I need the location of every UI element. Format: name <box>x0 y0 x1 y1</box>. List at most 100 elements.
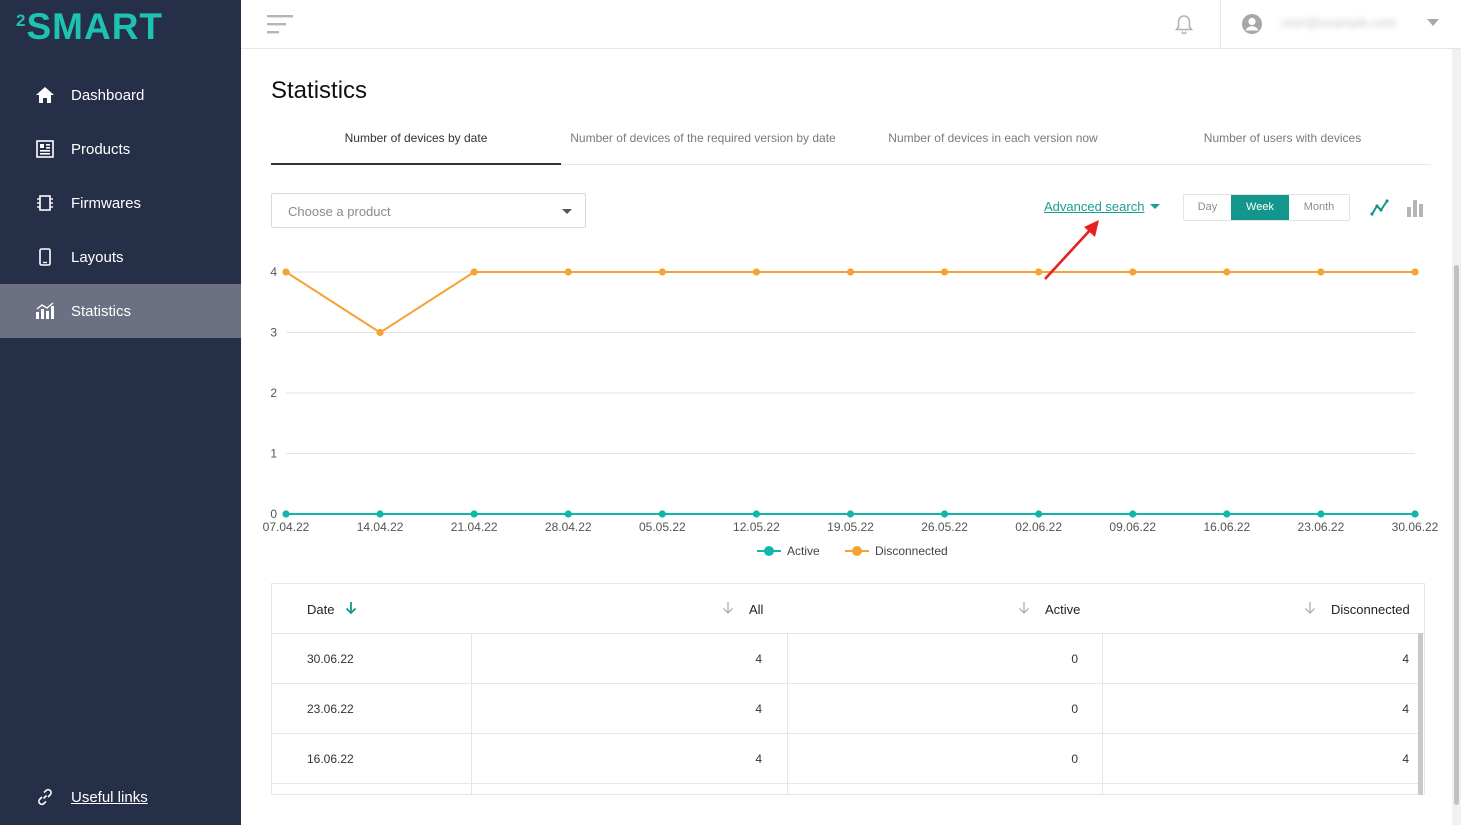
cell-date: 16.06.22 <box>307 752 354 766</box>
cell-all: 4 <box>755 652 762 666</box>
advanced-search-toggle[interactable]: Advanced search <box>1044 199 1161 214</box>
data-point-disconnected <box>658 268 666 276</box>
caret-down-icon <box>1150 204 1161 209</box>
logo-text: SMART <box>26 6 164 47</box>
product-select-placeholder: Choose a product <box>288 204 391 219</box>
x-tick-label: 12.05.22 <box>733 520 780 534</box>
sidebar-item-label: Dashboard <box>71 86 145 104</box>
period-switch: Day Week Month <box>1183 194 1350 221</box>
x-tick-label: 16.06.22 <box>1203 520 1250 534</box>
table-row[interactable]: 23.06.22 4 0 4 <box>272 684 1422 734</box>
data-point-disconnected <box>1223 268 1231 276</box>
bar-chart-icon[interactable] <box>1405 197 1425 224</box>
user-email[interactable]: user@example.com <box>1281 15 1397 30</box>
cell-disconnected: 4 <box>1402 752 1409 766</box>
x-tick-label: 21.04.22 <box>451 520 498 534</box>
cell-date: 30.06.22 <box>307 652 354 666</box>
sidebar-item-layouts[interactable]: Layouts <box>0 230 241 284</box>
statistics-table: Date All Active Di <box>271 583 1425 795</box>
data-point-disconnected <box>1411 268 1419 276</box>
cell-all: 4 <box>755 702 762 716</box>
sidebar: 2 SMART Dashboard Products Firmwares <box>0 0 241 825</box>
x-tick-label: 19.05.22 <box>827 520 874 534</box>
bell-icon[interactable] <box>1173 13 1195 40</box>
tab-devices-required-version[interactable]: Number of devices of the required versio… <box>570 131 836 145</box>
x-tick-label: 28.04.22 <box>545 520 592 534</box>
product-select[interactable]: Choose a product <box>271 193 586 228</box>
legend-swatch-dot <box>852 546 862 556</box>
data-point-active <box>658 510 666 518</box>
sort-arrow-down-icon[interactable] <box>721 601 735 618</box>
cell-active: 0 <box>1071 702 1078 716</box>
products-icon <box>35 139 55 159</box>
column-header-all-label: All <box>749 602 764 617</box>
devices-line-chart: 0 1 2 3 4 07.04.22 14.04.22 21.04.22 28.04.22 05.… <box>263 265 1439 558</box>
column-divider <box>787 634 788 794</box>
column-header-disconnected[interactable]: Disconnected <box>1303 601 1410 618</box>
tab-devices-each-version[interactable]: Number of devices in each version now <box>888 131 1098 145</box>
data-point-active <box>1411 510 1419 518</box>
menu-toggle-icon[interactable] <box>267 13 295 35</box>
tab-users-with-devices[interactable]: Number of users with devices <box>1203 131 1362 145</box>
sort-arrow-down-icon[interactable] <box>1303 601 1317 618</box>
statistics-icon <box>35 301 55 321</box>
legend-label: Disconnected <box>875 544 948 558</box>
cell-date: 23.06.22 <box>307 702 354 716</box>
sidebar-item-label: Firmwares <box>71 194 141 212</box>
sidebar-item-products[interactable]: Products <box>0 122 241 176</box>
sort-arrow-down-active-icon[interactable] <box>344 601 358 618</box>
y-tick-label: 2 <box>270 386 277 400</box>
link-icon <box>35 787 55 807</box>
user-avatar-icon[interactable] <box>1241 13 1263 40</box>
y-tick-label: 3 <box>270 326 277 340</box>
data-point-active <box>1129 510 1137 518</box>
table-scrollbar-thumb[interactable] <box>1418 633 1423 795</box>
x-tick-label: 26.05.22 <box>921 520 968 534</box>
x-tick-label: 14.04.22 <box>357 520 404 534</box>
period-day-button[interactable]: Day <box>1197 201 1218 213</box>
home-icon <box>35 85 55 105</box>
data-point-disconnected <box>282 268 290 276</box>
column-header-active[interactable]: Active <box>1017 601 1080 618</box>
useful-links[interactable]: Useful links <box>35 787 148 807</box>
cell-all: 4 <box>755 752 762 766</box>
column-divider <box>1102 634 1103 794</box>
cell-disconnected: 4 <box>1402 702 1409 716</box>
data-point-active <box>1223 510 1231 518</box>
table-row[interactable]: 16.06.22 4 0 4 <box>272 734 1422 784</box>
series-line-disconnected <box>285 271 1415 334</box>
data-point-active <box>940 510 949 518</box>
logo[interactable]: 2 SMART <box>16 8 163 48</box>
topbar: user@example.com <box>241 0 1461 49</box>
x-tick-label: 30.06.22 <box>1392 520 1439 534</box>
data-point-active <box>564 510 572 518</box>
y-tick-label: 0 <box>270 507 277 521</box>
data-point-active <box>846 510 855 518</box>
legend-label: Active <box>787 544 820 558</box>
statistics-tabs: Number of devices by date Number of devi… <box>271 118 1431 165</box>
page-scrollbar-thumb[interactable] <box>1454 265 1459 805</box>
x-tick-label: 02.06.22 <box>1015 520 1062 534</box>
data-point-active <box>1317 510 1325 518</box>
data-point-active <box>470 510 478 518</box>
user-menu-chevron-down-icon[interactable] <box>1427 19 1439 26</box>
sidebar-item-statistics[interactable]: Statistics <box>0 284 241 338</box>
logo-superscript: 2 <box>16 11 26 30</box>
sidebar-item-firmwares[interactable]: Firmwares <box>0 176 241 230</box>
cell-active: 0 <box>1071 752 1078 766</box>
line-chart-icon[interactable] <box>1369 197 1391 224</box>
x-tick-label: 23.06.22 <box>1298 520 1345 534</box>
period-week-button[interactable]: Week <box>1231 195 1289 220</box>
data-point-disconnected <box>1129 268 1137 276</box>
tab-devices-by-date[interactable]: Number of devices by date <box>271 118 561 165</box>
table-row[interactable]: 30.06.22 4 0 4 <box>272 634 1422 684</box>
column-header-all[interactable]: All <box>721 601 763 618</box>
sidebar-item-dashboard[interactable]: Dashboard <box>0 68 241 122</box>
data-point-active <box>282 510 290 518</box>
data-point-disconnected <box>470 268 478 276</box>
period-month-button[interactable]: Month <box>1303 201 1335 213</box>
sort-arrow-down-icon[interactable] <box>1017 601 1031 618</box>
chevron-down-icon <box>562 209 572 214</box>
column-header-date[interactable]: Date <box>307 601 358 618</box>
